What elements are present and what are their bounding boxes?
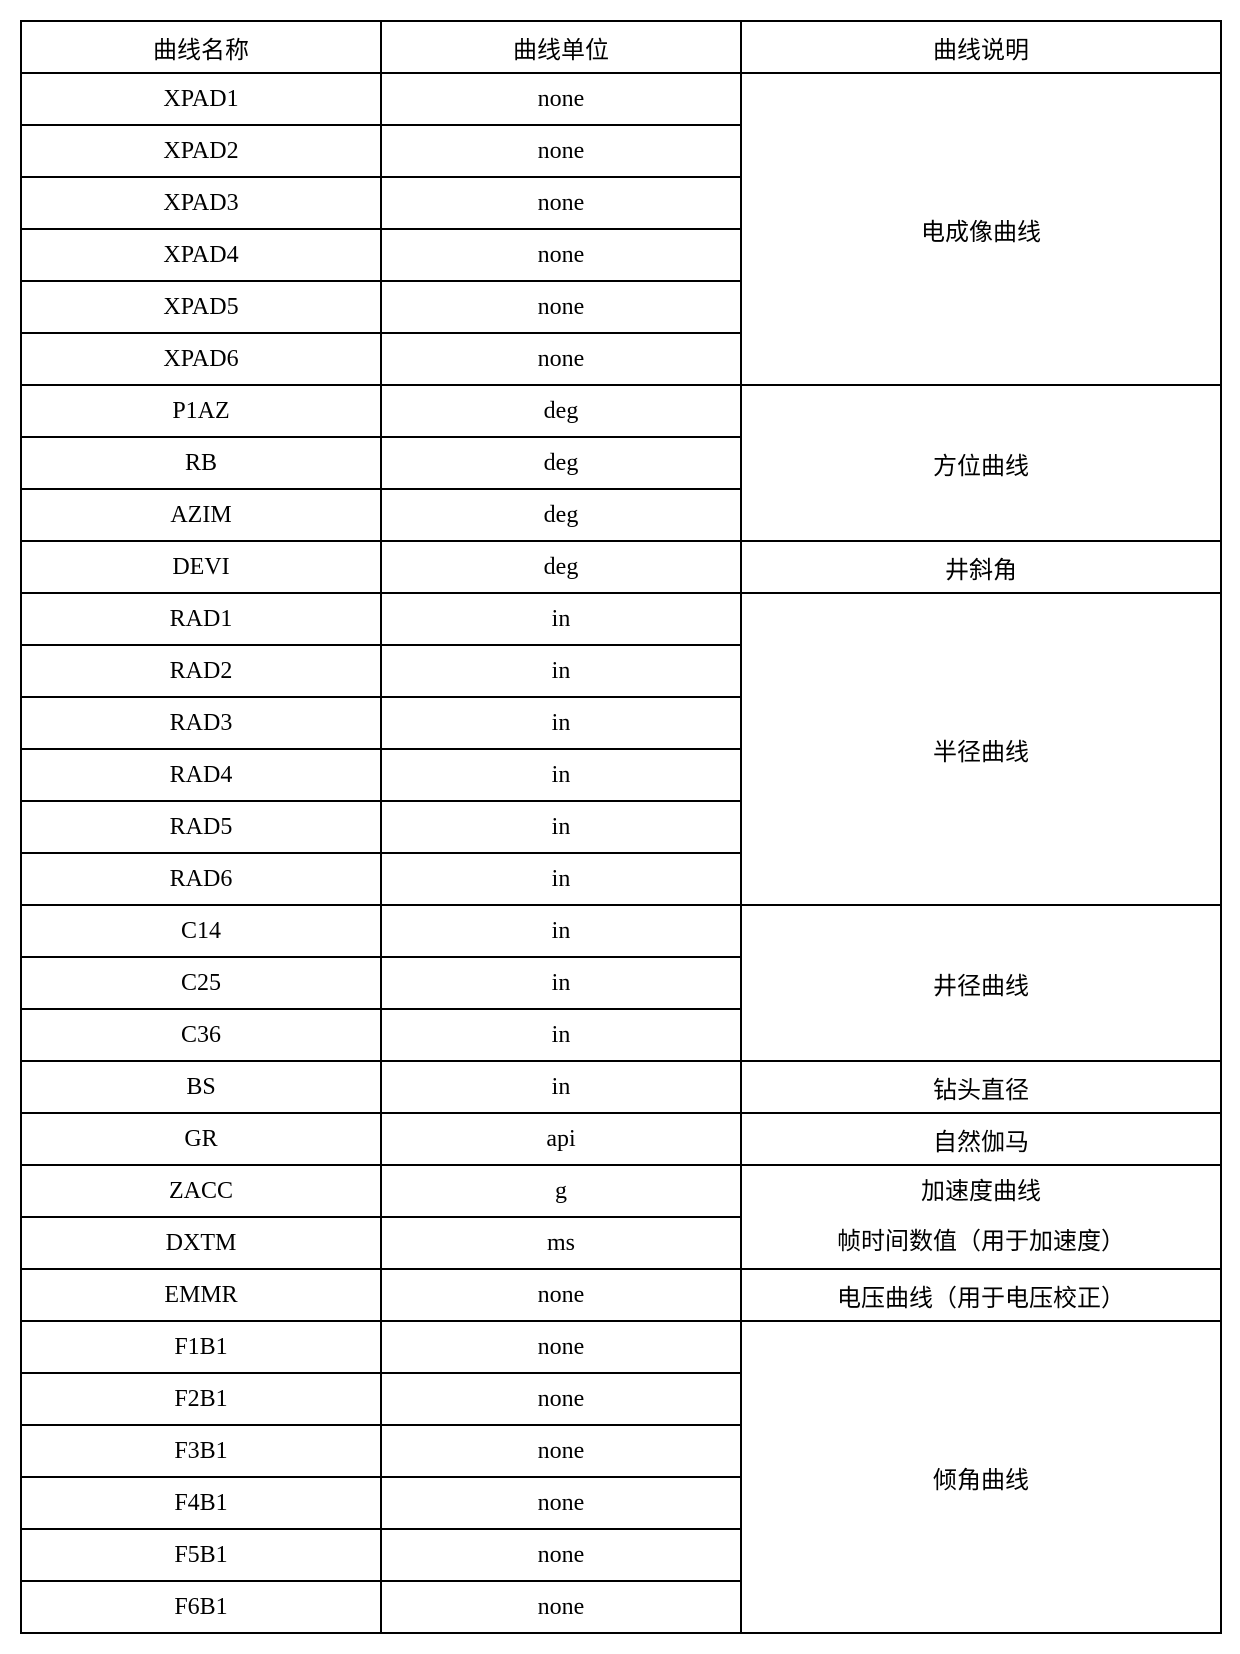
- cell-unit: deg: [381, 489, 741, 541]
- cell-name: GR: [21, 1113, 381, 1165]
- cell-name: C14: [21, 905, 381, 957]
- cell-unit: none: [381, 125, 741, 177]
- cell-unit: deg: [381, 385, 741, 437]
- cell-unit: none: [381, 1373, 741, 1425]
- table-row: RAD1in半径曲线: [21, 593, 1221, 645]
- cell-unit: deg: [381, 437, 741, 489]
- cell-name: XPAD1: [21, 73, 381, 125]
- cell-name: XPAD6: [21, 333, 381, 385]
- cell-unit: none: [381, 1529, 741, 1581]
- table-row: XPAD1none电成像曲线: [21, 73, 1221, 125]
- cell-name: EMMR: [21, 1269, 381, 1321]
- cell-name: XPAD3: [21, 177, 381, 229]
- cell-name: F3B1: [21, 1425, 381, 1477]
- cell-name: RB: [21, 437, 381, 489]
- cell-name: RAD2: [21, 645, 381, 697]
- cell-unit: none: [381, 1425, 741, 1477]
- table-row: DEVIdeg井斜角: [21, 541, 1221, 593]
- cell-name: DEVI: [21, 541, 381, 593]
- cell-name: RAD1: [21, 593, 381, 645]
- cell-name: XPAD2: [21, 125, 381, 177]
- cell-unit: none: [381, 1581, 741, 1633]
- cell-name: F2B1: [21, 1373, 381, 1425]
- cell-unit: in: [381, 1009, 741, 1061]
- cell-name: RAD4: [21, 749, 381, 801]
- desc-line: 加速度曲线: [742, 1167, 1220, 1217]
- cell-unit: in: [381, 593, 741, 645]
- desc-line: 帧时间数值（用于加速度）: [742, 1217, 1220, 1267]
- table-row: GRapi自然伽马: [21, 1113, 1221, 1165]
- table-row: EMMRnone电压曲线（用于电压校正）: [21, 1269, 1221, 1321]
- cell-name: XPAD4: [21, 229, 381, 281]
- cell-name: P1AZ: [21, 385, 381, 437]
- cell-unit: in: [381, 905, 741, 957]
- cell-unit: none: [381, 73, 741, 125]
- cell-desc: 加速度曲线帧时间数值（用于加速度）: [741, 1165, 1221, 1269]
- header-unit: 曲线单位: [381, 21, 741, 73]
- cell-desc: 半径曲线: [741, 593, 1221, 905]
- cell-name: F4B1: [21, 1477, 381, 1529]
- cell-desc: 电成像曲线: [741, 73, 1221, 385]
- table-body: XPAD1none电成像曲线XPAD2noneXPAD3noneXPAD4non…: [21, 73, 1221, 1633]
- cell-desc: 井径曲线: [741, 905, 1221, 1061]
- table-row: BSin钻头直径: [21, 1061, 1221, 1113]
- cell-unit: none: [381, 1269, 741, 1321]
- cell-unit: in: [381, 749, 741, 801]
- cell-desc: 自然伽马: [741, 1113, 1221, 1165]
- cell-unit: ms: [381, 1217, 741, 1269]
- cell-unit: none: [381, 229, 741, 281]
- cell-name: RAD3: [21, 697, 381, 749]
- cell-unit: in: [381, 1061, 741, 1113]
- cell-unit: none: [381, 1321, 741, 1373]
- curve-table: 曲线名称 曲线单位 曲线说明 XPAD1none电成像曲线XPAD2noneXP…: [20, 20, 1222, 1634]
- table-row: C14in井径曲线: [21, 905, 1221, 957]
- cell-name: F6B1: [21, 1581, 381, 1633]
- table-row: F1B1none倾角曲线: [21, 1321, 1221, 1373]
- cell-desc: 井斜角: [741, 541, 1221, 593]
- cell-unit: in: [381, 697, 741, 749]
- table-row: P1AZdeg方位曲线: [21, 385, 1221, 437]
- cell-desc: 倾角曲线: [741, 1321, 1221, 1633]
- cell-unit: in: [381, 957, 741, 1009]
- header-desc: 曲线说明: [741, 21, 1221, 73]
- cell-name: RAD6: [21, 853, 381, 905]
- cell-name: XPAD5: [21, 281, 381, 333]
- table-header-row: 曲线名称 曲线单位 曲线说明: [21, 21, 1221, 73]
- cell-name: C25: [21, 957, 381, 1009]
- cell-unit: none: [381, 333, 741, 385]
- cell-name: F1B1: [21, 1321, 381, 1373]
- cell-name: RAD5: [21, 801, 381, 853]
- cell-unit: in: [381, 853, 741, 905]
- cell-unit: g: [381, 1165, 741, 1217]
- cell-name: F5B1: [21, 1529, 381, 1581]
- cell-unit: deg: [381, 541, 741, 593]
- cell-unit: none: [381, 177, 741, 229]
- cell-desc: 电压曲线（用于电压校正）: [741, 1269, 1221, 1321]
- header-name: 曲线名称: [21, 21, 381, 73]
- table-row: ZACCg加速度曲线帧时间数值（用于加速度）: [21, 1165, 1221, 1217]
- cell-name: C36: [21, 1009, 381, 1061]
- cell-unit: in: [381, 801, 741, 853]
- cell-unit: api: [381, 1113, 741, 1165]
- cell-name: DXTM: [21, 1217, 381, 1269]
- cell-desc: 方位曲线: [741, 385, 1221, 541]
- cell-unit: none: [381, 281, 741, 333]
- cell-name: AZIM: [21, 489, 381, 541]
- cell-desc: 钻头直径: [741, 1061, 1221, 1113]
- cell-unit: in: [381, 645, 741, 697]
- cell-name: BS: [21, 1061, 381, 1113]
- cell-unit: none: [381, 1477, 741, 1529]
- cell-name: ZACC: [21, 1165, 381, 1217]
